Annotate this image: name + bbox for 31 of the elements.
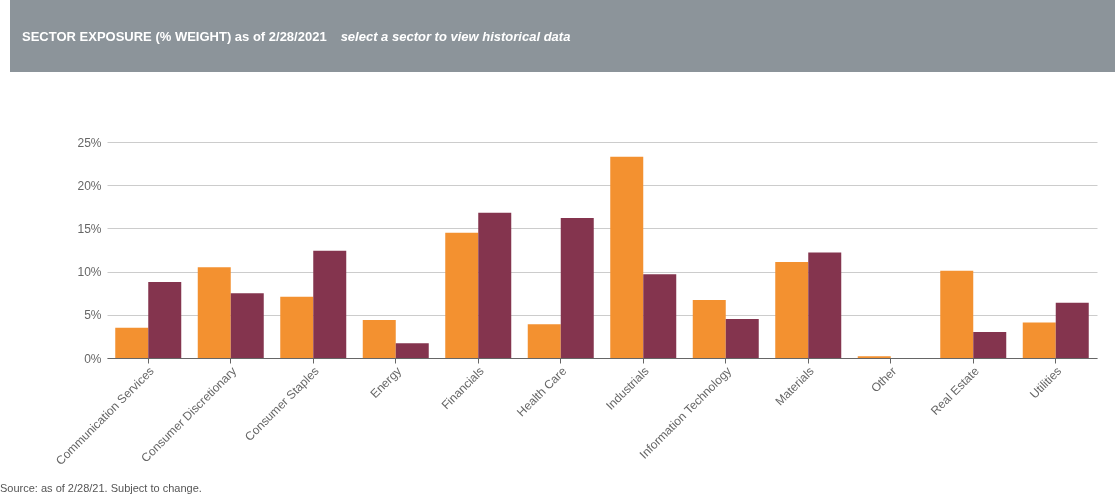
y-tick-label: 25%	[77, 135, 102, 150]
bar	[445, 232, 479, 358]
y-tick-label: 20%	[77, 178, 102, 193]
bar	[1055, 302, 1089, 358]
y-tick-label: 0%	[84, 351, 102, 366]
bar	[478, 212, 512, 358]
y-tick-label: 10%	[77, 265, 102, 280]
bar	[280, 296, 314, 358]
chart-subtitle: select a sector to view historical data	[340, 28, 571, 44]
bar	[230, 293, 264, 358]
source-note: Source: as of 2/28/21. Subject to change.	[0, 482, 202, 494]
bar	[313, 250, 347, 358]
bar	[692, 300, 726, 358]
bar	[115, 327, 149, 358]
bar	[527, 324, 561, 358]
bar	[395, 343, 429, 358]
bar	[808, 252, 842, 358]
chart-title: SECTOR EXPOSURE (% WEIGHT) as of 2/28/2021	[22, 28, 327, 44]
bar	[1022, 322, 1056, 358]
y-tick-label: 5%	[84, 308, 102, 323]
bar	[775, 262, 809, 358]
bar	[610, 156, 644, 358]
bar	[725, 319, 759, 358]
bar	[148, 281, 182, 358]
bar	[362, 319, 396, 358]
bar	[940, 270, 974, 358]
bar	[197, 267, 231, 358]
bar	[973, 332, 1007, 358]
bar	[560, 218, 594, 358]
y-tick-label: 15%	[77, 221, 102, 236]
bar	[643, 274, 677, 358]
